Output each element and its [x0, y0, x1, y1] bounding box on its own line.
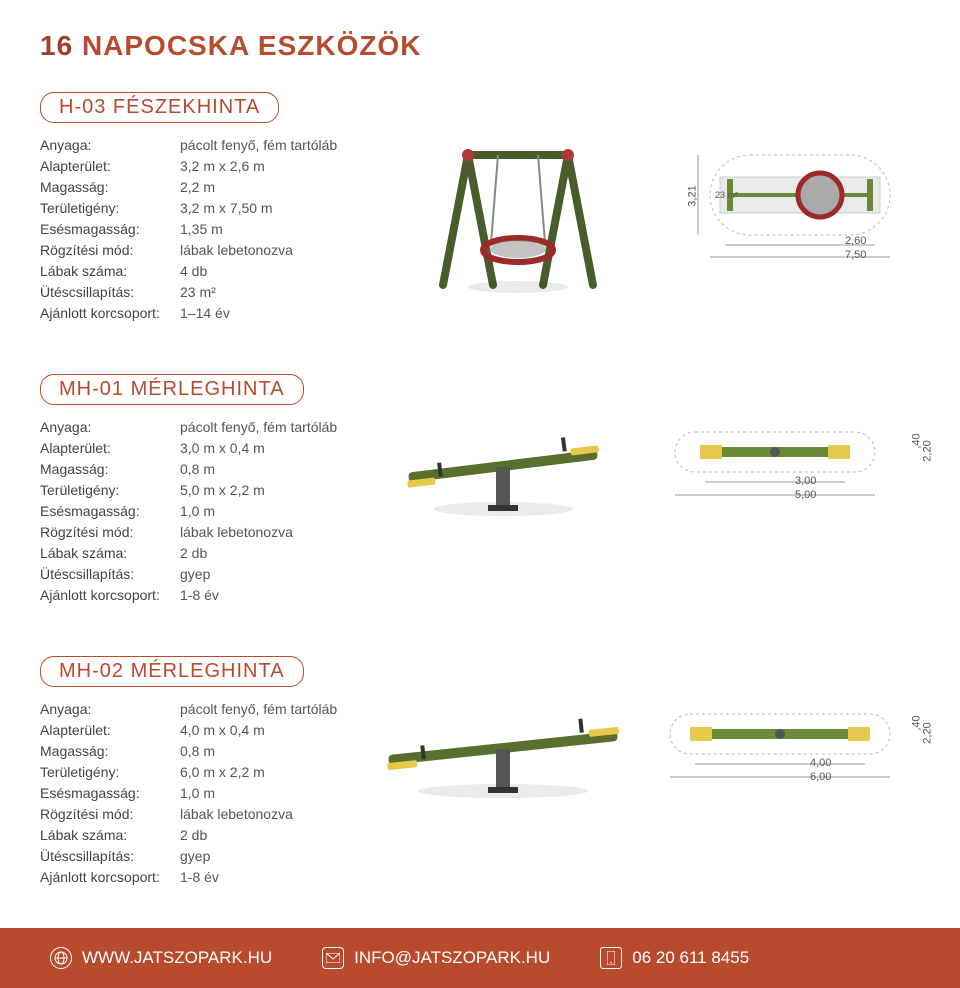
footer-web: WWW.JATSZOPARK.HU: [50, 947, 272, 969]
page-number: 16: [40, 30, 73, 61]
phone-icon: [600, 947, 622, 969]
footer-email: INFO@JATSZOPARK.HU: [322, 947, 550, 969]
product-h03: Anyaga:pácolt fenyő, fém tartóláb Alapte…: [40, 135, 920, 324]
spec-list: Anyaga:pácolt fenyő, fém tartóláb Alapte…: [40, 135, 340, 324]
illustration-mh02: [370, 699, 635, 809]
spec-list: Anyaga:pácolt fenyő, fém tartóláb Alapte…: [40, 417, 340, 606]
product-title-mh02: MH-02 MÉRLEGHINTA: [40, 656, 304, 687]
product-mh01: Anyaga:pácolt fenyő, fém tartóláb Alapte…: [40, 417, 920, 606]
topview-mh01: 3,00 5,00 ,40 2,20: [660, 417, 920, 527]
page-title: NAPOCSKA ESZKÖZÖK: [82, 30, 422, 61]
product-title-h03: H-03 FÉSZEKHINTA: [40, 92, 279, 123]
product-title-mh01: MH-01 MÉRLEGHINTA: [40, 374, 304, 405]
globe-icon: [50, 947, 72, 969]
footer: WWW.JATSZOPARK.HU INFO@JATSZOPARK.HU 06 …: [0, 928, 960, 988]
product-mh02: Anyaga:pácolt fenyő, fém tartóláb Alapte…: [40, 699, 920, 888]
spec-list: Anyaga:pácolt fenyő, fém tartóláb Alapte…: [40, 699, 340, 888]
illustration-mh01: [370, 417, 635, 527]
footer-phone: 06 20 611 8455: [600, 947, 749, 969]
mail-icon: [322, 947, 344, 969]
topview-h03: 3,21 23 m² 2,60 7,50: [690, 135, 920, 295]
illustration-h03: [370, 135, 665, 295]
page-header: 16 NAPOCSKA ESZKÖZÖK: [40, 30, 920, 62]
topview-mh02: 4,00 6,00 ,40 2,20: [660, 699, 920, 809]
